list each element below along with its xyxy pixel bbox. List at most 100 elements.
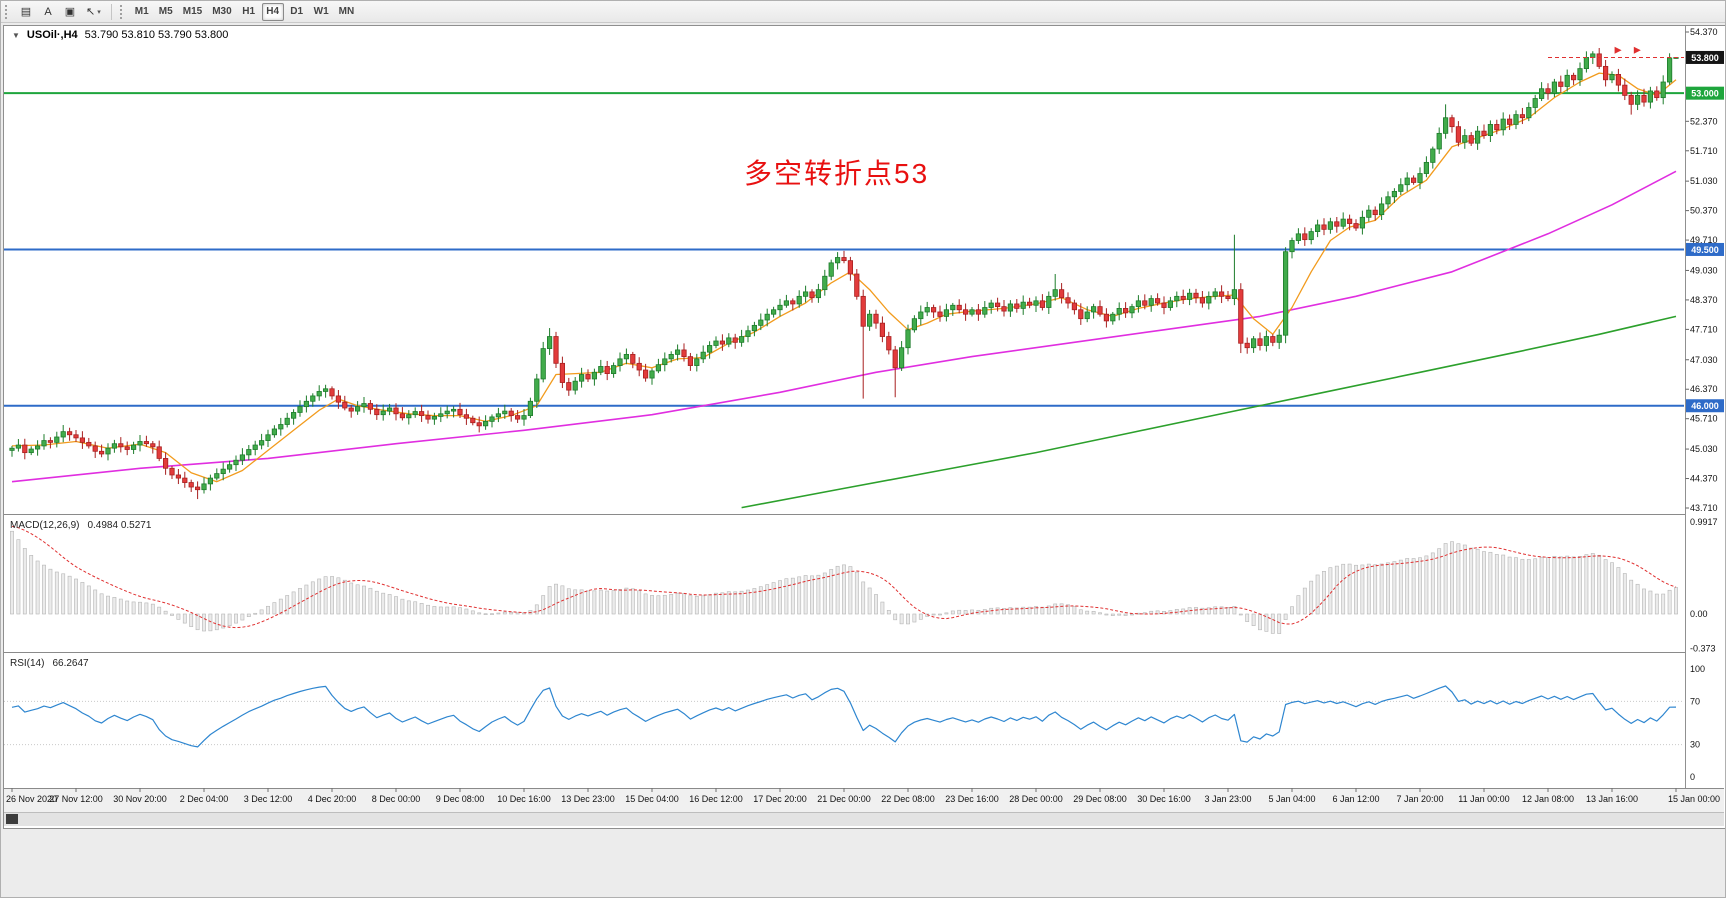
svg-text:46.370: 46.370 xyxy=(1690,384,1718,394)
svg-text:12 Jan 08:00: 12 Jan 08:00 xyxy=(1522,794,1574,804)
price-marker-layer xyxy=(1548,46,1684,58)
timeframe-button-h4[interactable]: H4 xyxy=(261,2,284,21)
price-badge xyxy=(1686,242,1724,256)
svg-text:21 Dec 00:00: 21 Dec 00:00 xyxy=(817,794,871,804)
svg-text:53.800: 53.800 xyxy=(1691,53,1719,63)
svg-text:15 Jan 00:00: 15 Jan 00:00 xyxy=(1668,794,1720,804)
svg-text:49.500: 49.500 xyxy=(1691,245,1719,255)
svg-text:48.370: 48.370 xyxy=(1690,295,1718,305)
svg-text:49.710: 49.710 xyxy=(1690,235,1718,245)
svg-text:45.030: 45.030 xyxy=(1690,444,1718,454)
svg-text:9 Dec 08:00: 9 Dec 08:00 xyxy=(436,794,485,804)
svg-text:51.030: 51.030 xyxy=(1690,176,1718,186)
macd-panel xyxy=(10,525,1678,634)
svg-text:54.370: 54.370 xyxy=(1690,27,1718,37)
text-frame-tool-button[interactable]: ▣ xyxy=(60,3,80,21)
macd-name: MACD(12,26,9) xyxy=(10,520,80,531)
timeframe-button-mn[interactable]: MN xyxy=(335,3,359,21)
svg-text:51.710: 51.710 xyxy=(1690,146,1718,156)
cursor-tool-button[interactable]: ↖ ▾ xyxy=(82,3,105,21)
svg-text:3 Dec 12:00: 3 Dec 12:00 xyxy=(244,794,293,804)
chevron-down-icon: ▾ xyxy=(97,8,101,16)
text-label-icon: A xyxy=(44,5,52,18)
timeframe-button-m15[interactable]: M15 xyxy=(179,3,206,21)
collapse-arrow-icon[interactable]: ▼ xyxy=(12,30,20,40)
horizontal-scrollbar xyxy=(4,812,1724,826)
svg-text:4 Dec 20:00: 4 Dec 20:00 xyxy=(308,794,357,804)
svg-text:5 Jan 04:00: 5 Jan 04:00 xyxy=(1268,794,1315,804)
svg-text:30 Dec 16:00: 30 Dec 16:00 xyxy=(1137,794,1191,804)
svg-text:15 Dec 04:00: 15 Dec 04:00 xyxy=(625,794,679,804)
svg-text:100: 100 xyxy=(1690,664,1705,674)
price-arrow-marker xyxy=(1633,46,1641,54)
svg-text:70: 70 xyxy=(1690,696,1700,706)
panel-dividers xyxy=(4,514,1724,789)
candles-layer xyxy=(9,48,1679,500)
svg-text:6 Jan 12:00: 6 Jan 12:00 xyxy=(1332,794,1379,804)
moving-averages-layer xyxy=(11,72,1677,509)
ohlc-values: 53.790 53.810 53.790 53.800 xyxy=(84,29,229,41)
symbol-period-label: USOil·,H4 xyxy=(26,29,78,41)
svg-text:16 Dec 12:00: 16 Dec 12:00 xyxy=(689,794,743,804)
svg-text:26 Nov 2020: 26 Nov 2020 xyxy=(6,794,57,804)
price-badge xyxy=(1686,86,1724,100)
chart-grid-icon: ▤ xyxy=(20,6,32,18)
svg-text:0: 0 xyxy=(1690,772,1695,782)
price-arrow-marker xyxy=(1614,46,1622,54)
panel-backgrounds xyxy=(4,26,1724,826)
price-badge xyxy=(1686,50,1724,64)
svg-text:53.000: 53.000 xyxy=(1691,89,1719,99)
timeframe-button-m30[interactable]: M30 xyxy=(208,3,235,21)
cursor-icon: ↖ xyxy=(86,6,96,18)
svg-text:52.370: 52.370 xyxy=(1690,116,1718,126)
timeframe-button-m5[interactable]: M5 xyxy=(155,3,177,21)
svg-text:43.710: 43.710 xyxy=(1690,503,1718,513)
svg-text:27 Nov 12:00: 27 Nov 12:00 xyxy=(49,794,103,804)
timeframe-button-h1[interactable]: H1 xyxy=(238,3,260,21)
toolbar-grip-2[interactable] xyxy=(119,4,125,19)
rsi-label: RSI(14) 66.2647 xyxy=(10,658,89,669)
chart-header: ▼ USOil·,H4 53.790 53.810 53.790 53.800 xyxy=(12,29,228,41)
timeframe-button-d1[interactable]: D1 xyxy=(286,3,308,21)
svg-text:30 Nov 20:00: 30 Nov 20:00 xyxy=(113,794,167,804)
toolbar-grip[interactable] xyxy=(5,4,10,19)
macd-values: 0.4984 0.5271 xyxy=(87,520,152,531)
timeframe-button-m1[interactable]: M1 xyxy=(131,3,153,21)
svg-text:47.030: 47.030 xyxy=(1690,355,1718,365)
scrollbar-handle[interactable] xyxy=(6,814,18,824)
svg-text:0.00: 0.00 xyxy=(1690,609,1708,619)
chart-annotation-text: 多空转折点53 xyxy=(744,158,930,189)
rsi-name: RSI(14) xyxy=(10,658,45,669)
svg-text:3 Jan 23:00: 3 Jan 23:00 xyxy=(1204,794,1251,804)
svg-text:13 Jan 16:00: 13 Jan 16:00 xyxy=(1586,794,1638,804)
svg-text:46.000: 46.000 xyxy=(1691,401,1719,411)
svg-text:44.370: 44.370 xyxy=(1690,474,1718,484)
svg-text:50.370: 50.370 xyxy=(1690,206,1718,216)
price-badge xyxy=(1686,399,1724,413)
svg-text:49.030: 49.030 xyxy=(1690,265,1718,275)
text-frame-icon: ▣ xyxy=(64,6,76,18)
chart-panel: 54.370 52.370 51.710 51.030 50.370 49.710 49.0… xyxy=(3,25,1725,829)
svg-text:45.710: 45.710 xyxy=(1690,414,1718,424)
svg-text:28 Dec 00:00: 28 Dec 00:00 xyxy=(1009,794,1063,804)
svg-text:0.9917: 0.9917 xyxy=(1690,517,1718,527)
svg-text:23 Dec 16:00: 23 Dec 16:00 xyxy=(945,794,999,804)
horizontal-line-objects xyxy=(4,92,1684,407)
text-label-tool-button[interactable]: A xyxy=(38,3,58,21)
svg-text:17 Dec 20:00: 17 Dec 20:00 xyxy=(753,794,807,804)
price-axis[interactable]: 54.370 52.370 51.710 51.030 50.370 49.710 49.0… xyxy=(1685,26,1725,788)
svg-text:29 Dec 08:00: 29 Dec 08:00 xyxy=(1073,794,1127,804)
chart-grid-tool-button[interactable]: ▤ xyxy=(16,3,36,21)
timeframe-button-w1[interactable]: W1 xyxy=(310,3,333,21)
svg-text:7 Jan 20:00: 7 Jan 20:00 xyxy=(1396,794,1443,804)
svg-text:22 Dec 08:00: 22 Dec 08:00 xyxy=(881,794,935,804)
chart-canvas[interactable]: 54.370 52.370 51.710 51.030 50.370 49.710 49.0… xyxy=(4,26,1724,826)
svg-text:13 Dec 23:00: 13 Dec 23:00 xyxy=(561,794,615,804)
svg-text:-0.373: -0.373 xyxy=(1690,644,1716,654)
svg-text:10 Dec 16:00: 10 Dec 16:00 xyxy=(497,794,551,804)
macd-label: MACD(12,26,9) 0.4984 0.5271 xyxy=(10,520,151,531)
svg-text:47.710: 47.710 xyxy=(1690,324,1718,334)
rsi-value: 66.2647 xyxy=(52,658,89,669)
